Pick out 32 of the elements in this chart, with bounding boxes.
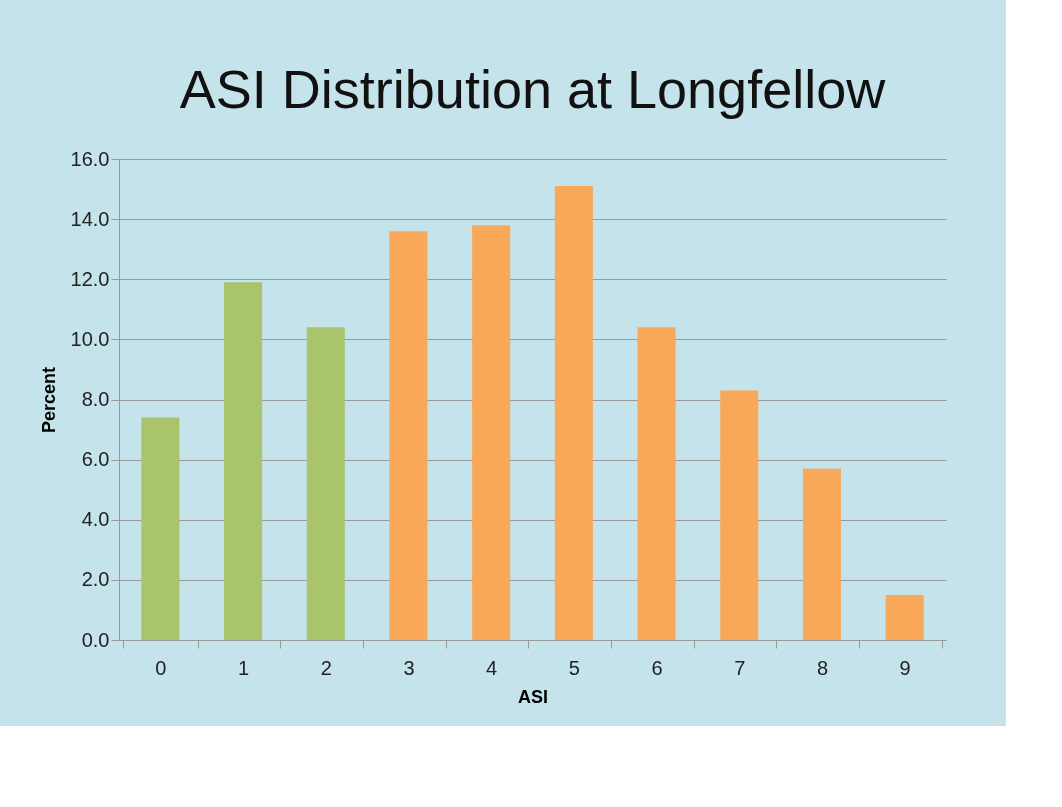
- bar: [472, 225, 511, 640]
- x-tick-label: 7: [734, 656, 746, 679]
- y-tick-label: 14.0: [70, 207, 110, 230]
- bar: [224, 282, 263, 640]
- y-tick-label: 0.0: [81, 628, 110, 651]
- bar: [141, 417, 180, 640]
- y-tick-label: 6.0: [81, 448, 110, 471]
- x-tick-label: 8: [816, 656, 829, 679]
- bar: [306, 327, 345, 640]
- y-tick-label: 8.0: [81, 388, 110, 410]
- y-tick-label: 2.0: [81, 568, 110, 591]
- bar: [885, 594, 924, 640]
- x-axis-title: ASI: [517, 686, 549, 707]
- y-tick-label: 12.0: [70, 267, 110, 290]
- y-tick-label: 4.0: [81, 508, 110, 531]
- bar: [720, 390, 759, 640]
- bar: [389, 231, 428, 640]
- bar: [802, 468, 841, 640]
- x-tick-label: 5: [568, 656, 580, 679]
- bar: [637, 327, 676, 640]
- x-tick-label: 3: [403, 656, 415, 679]
- x-tick-label: 2: [320, 656, 332, 679]
- y-tick-label: 10.0: [70, 327, 110, 350]
- bar: [554, 186, 593, 640]
- y-tick-label: 16.0: [70, 147, 110, 170]
- x-tick-label: 0: [155, 656, 167, 679]
- x-tick-label: 1: [237, 656, 250, 679]
- x-tick-label: 6: [651, 656, 663, 679]
- x-tick-label: 4: [486, 656, 498, 679]
- y-axis-title: Percent: [38, 366, 59, 434]
- x-tick-label: 9: [899, 656, 911, 679]
- chart-title: ASI Distribution at Longfellow: [179, 59, 887, 119]
